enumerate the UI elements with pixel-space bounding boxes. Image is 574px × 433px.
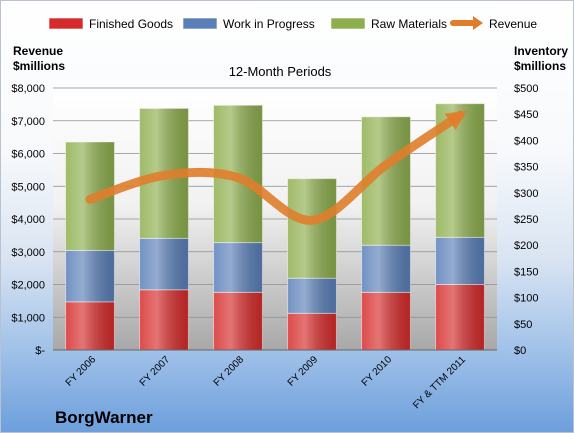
left-tick-label: $2,000: [11, 280, 45, 292]
grid-lines: [53, 87, 497, 318]
bar-segment-shine: [287, 313, 337, 350]
right-tick-label: $400: [514, 135, 538, 147]
bar-segment-shine: [213, 292, 263, 350]
company-name: BorgWarner: [55, 408, 153, 427]
legend-swatch: [48, 17, 84, 30]
bar-segment-shine: [361, 292, 411, 350]
right-tick-label: $100: [514, 293, 538, 305]
right-axis-title-line2: $millions: [514, 59, 566, 73]
left-axis-title-line1: Revenue: [13, 44, 63, 58]
category-label: FY 2009: [286, 354, 321, 389]
legend-label: Revenue: [489, 17, 537, 31]
category-label: FY 2006: [64, 354, 99, 389]
left-tick-label: $4,000: [11, 214, 45, 226]
left-tick-label: $6,000: [11, 149, 45, 161]
left-tick-label: $8,000: [11, 83, 45, 95]
legend-swatch: [330, 17, 366, 30]
revenue-arrowhead: [444, 110, 467, 131]
legend-label: Work in Progress: [223, 17, 315, 31]
legend-label: Finished Goods: [89, 17, 173, 31]
right-tick-label: $350: [514, 162, 538, 174]
right-axis-title-line1: Inventory: [514, 44, 568, 58]
right-tick-label: $150: [514, 266, 538, 278]
category-label: FY 2008: [212, 354, 247, 389]
right-tick-label: $50: [514, 319, 532, 331]
legend-swatch: [182, 17, 218, 30]
legend: Finished Goods Work in Progress Raw Materi…: [48, 16, 537, 31]
right-tick-label: $450: [514, 109, 538, 121]
left-tick-label: $-: [35, 345, 45, 357]
bar-segment-shine: [361, 245, 411, 293]
left-axis-title-line2: $millions: [13, 59, 65, 73]
left-tick-label: $1,000: [11, 312, 45, 324]
bar-segment-shine: [287, 278, 337, 314]
right-tick-label: $500: [514, 83, 538, 95]
right-tick-label: $250: [514, 214, 538, 226]
right-tick-label: $0: [514, 345, 526, 357]
revenue-line: [85, 110, 465, 225]
bar-segment-shine: [65, 250, 115, 302]
bar-segment-shine: [213, 242, 263, 293]
bar-segment-shine: [287, 178, 337, 279]
legend-label: Raw Materials: [371, 17, 447, 31]
revenue-line-group: [85, 110, 467, 225]
bar-segment-shine: [139, 289, 189, 350]
left-tick-label: $3,000: [11, 247, 45, 259]
bar-segment-shine: [65, 301, 115, 350]
category-label: FY 2007: [138, 354, 173, 389]
legend-swatch-arrow: [473, 16, 483, 30]
chart-subtitle: 12-Month Periods: [229, 64, 332, 79]
right-tick-label: $200: [514, 240, 538, 252]
bar-segment-shine: [139, 238, 189, 290]
left-tick-label: $7,000: [11, 116, 45, 128]
bar-segment-shine: [435, 284, 485, 350]
category-label: FY 2010: [360, 354, 395, 389]
category-label: FY & TTM 2011: [411, 354, 468, 411]
left-tick-label: $5,000: [11, 181, 45, 193]
bar-segment-shine: [435, 237, 485, 285]
right-tick-label: $300: [514, 188, 538, 200]
